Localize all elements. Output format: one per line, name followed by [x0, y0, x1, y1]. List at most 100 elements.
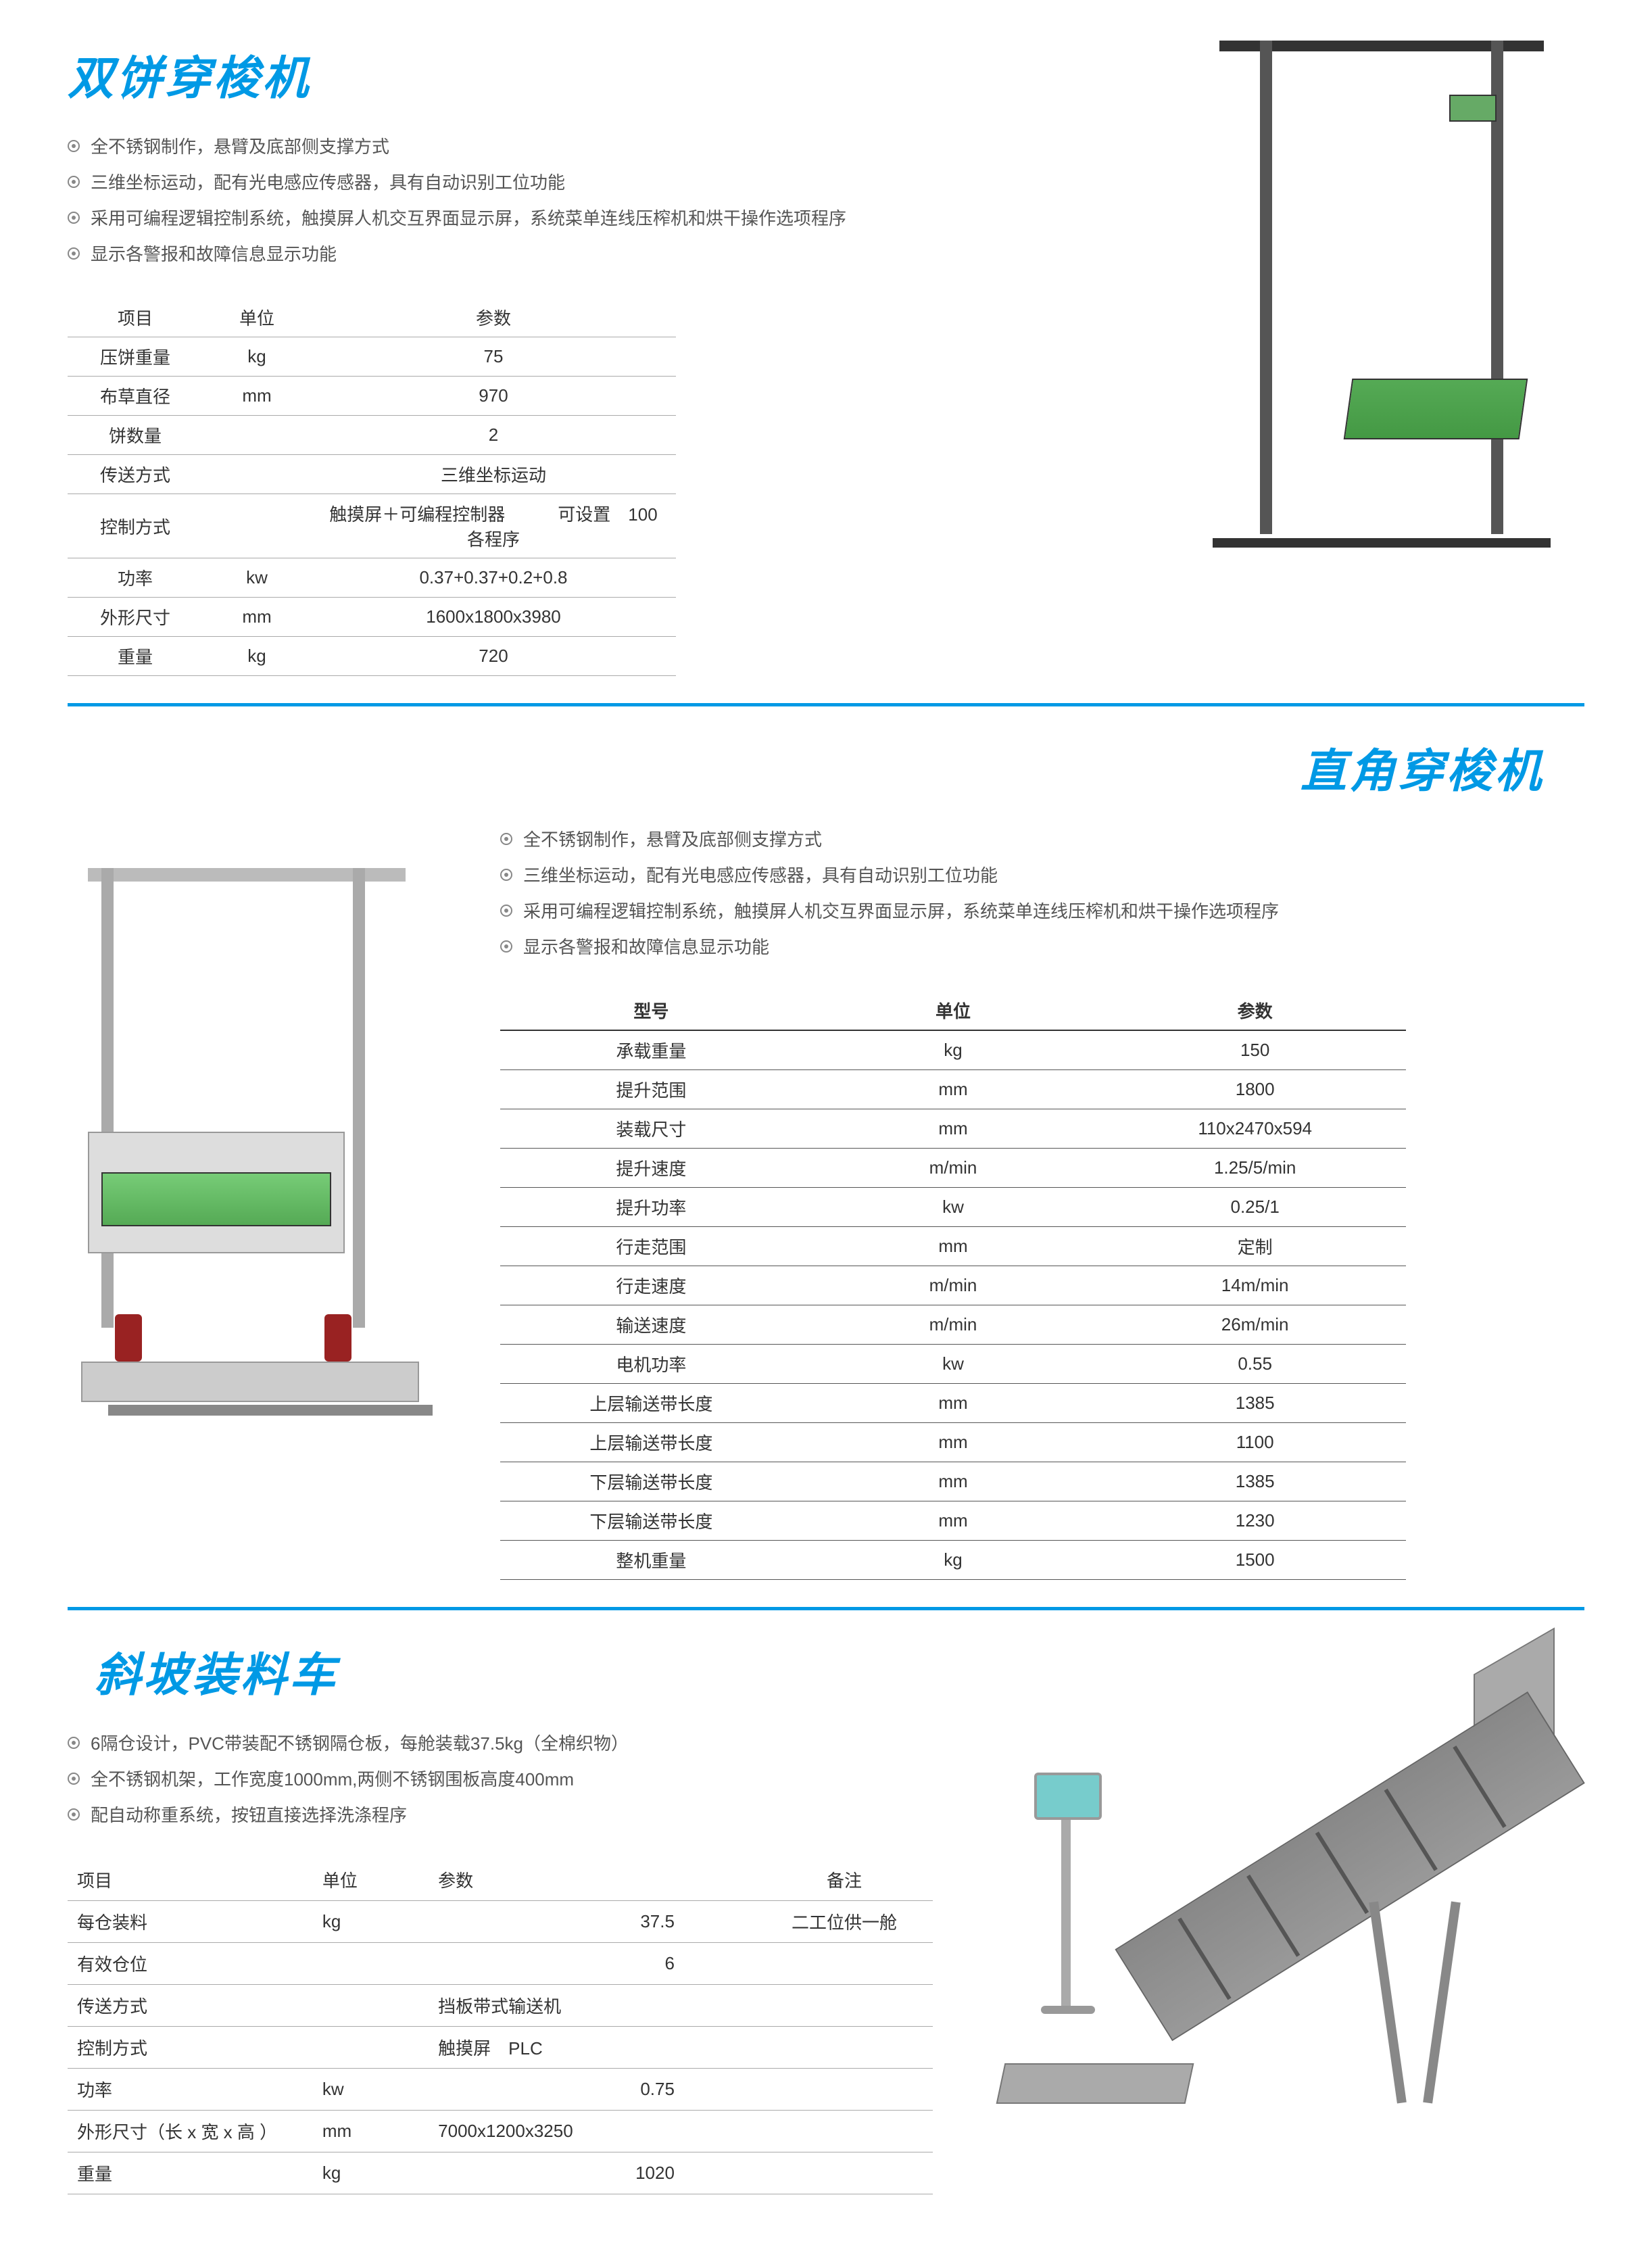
table-cell: 布草直径 [68, 377, 203, 416]
table-row: 装载尺寸mm110x2470x594 [500, 1109, 1406, 1149]
circle-dot-icon [500, 869, 512, 881]
bullets-2: 全不锈钢制作，悬臂及底部侧支撑方式 三维坐标运动，配有光电感应传感器，具有自动识… [500, 821, 1584, 964]
table-cell: 1100 [1104, 1423, 1406, 1462]
table-cell: kw [802, 1188, 1104, 1227]
section-right-angle-shuttle: 直角穿梭机 全不锈钢制作，悬臂及底部侧支撑方式 三维坐标运动，配有光电感应传感器… [68, 733, 1584, 1580]
table-cell: 行走速度 [500, 1266, 802, 1305]
table-row: 提升功率kw0.25/1 [500, 1188, 1406, 1227]
machine-illustration-3 [973, 1637, 1582, 2124]
table-row: 控制方式触摸屏 PLC [68, 2027, 933, 2069]
bullet: 显示各警报和故障信息显示功能 [68, 235, 1206, 271]
table-cell: 重量 [68, 2152, 313, 2194]
table-cell: 承载重量 [500, 1030, 802, 1070]
table-cell: 压饼重量 [68, 337, 203, 377]
table-cell: 6 [429, 1943, 756, 1985]
table-cell: 14m/min [1104, 1266, 1406, 1305]
circle-dot-icon [500, 833, 512, 845]
table-cell: 提升功率 [500, 1188, 802, 1227]
table-cell: m/min [802, 1266, 1104, 1305]
table-cell: 0.75 [429, 2069, 756, 2111]
bullet: 显示各警报和故障信息显示功能 [500, 928, 1584, 964]
bullet-text: 全不锈钢制作，悬臂及底部侧支撑方式 [91, 133, 389, 158]
table-row: 提升范围mm1800 [500, 1070, 1406, 1109]
table-cell: 37.5 [429, 1901, 756, 1943]
table-cell: 1230 [1104, 1501, 1406, 1541]
th: 单位 [802, 991, 1104, 1030]
bullet: 采用可编程逻辑控制系统，触摸屏人机交互界面显示屏，系统菜单连线压榨机和烘干操作选… [68, 199, 1206, 235]
th: 项目 [68, 1859, 313, 1901]
table-cell: 970 [311, 377, 676, 416]
section-double-cake-shuttle: 双饼穿梭机 全不锈钢制作，悬臂及底部侧支撑方式 三维坐标运动，配有光电感应传感器… [68, 41, 1584, 676]
table-cell: 1385 [1104, 1462, 1406, 1501]
table-2: 型号 单位 参数 承载重量kg150提升范围mm1800装载尺寸mm110x24… [500, 991, 1406, 1580]
table-cell: 挡板带式输送机 [429, 1985, 756, 2027]
table-cell: mm [802, 1070, 1104, 1109]
table-cell: 0.37+0.37+0.2+0.8 [311, 558, 676, 598]
table-cell: kg [313, 2152, 429, 2194]
table-row: 重量kg720 [68, 637, 676, 676]
table-cell: 外形尺寸 [68, 598, 203, 637]
table-cell [313, 1943, 429, 1985]
table-cell: 1500 [1104, 1541, 1406, 1580]
table-cell: 三维坐标运动 [311, 455, 676, 494]
machine-illustration-2 [68, 848, 446, 1416]
table-cell [756, 1985, 933, 2027]
title-3: 斜坡装料车 [68, 1637, 933, 1704]
table-cell: mm [802, 1384, 1104, 1423]
th: 参数 [429, 1859, 756, 1901]
bullet: 三维坐标运动，配有光电感应传感器，具有自动识别工位功能 [500, 857, 1584, 892]
table-cell: kw [203, 558, 311, 598]
table-row: 有效仓位 6 [68, 1943, 933, 1985]
table-cell: kg [203, 337, 311, 377]
bullet-text: 全不锈钢机架，工作宽度1000mm,两侧不锈钢围板高度400mm [91, 1766, 574, 1791]
bullet-text: 采用可编程逻辑控制系统，触摸屏人机交互界面显示屏，系统菜单连线压榨机和烘干操作选… [91, 205, 846, 230]
table-cell: 行走范围 [500, 1227, 802, 1266]
table-cell: 功率 [68, 558, 203, 598]
bullets-1: 全不锈钢制作，悬臂及底部侧支撑方式 三维坐标运动，配有光电感应传感器，具有自动识… [68, 128, 1206, 271]
table-3: 项目 单位 参数 备注 每仓装料kg37.5二工位供一舱有效仓位6传送方式挡板带… [68, 1859, 933, 2194]
table-cell: mm [802, 1227, 1104, 1266]
title-1: 双饼穿梭机 [68, 41, 1206, 107]
machine-illustration-1 [1206, 41, 1557, 568]
bullet: 全不锈钢制作，悬臂及底部侧支撑方式 [500, 821, 1584, 857]
table-cell: 提升范围 [500, 1070, 802, 1109]
table-cell [313, 2027, 429, 2069]
table-cell: 传送方式 [68, 1985, 313, 2027]
table-cell [313, 1985, 429, 2027]
title-2: 直角穿梭机 [68, 733, 1584, 800]
table-cell: 装载尺寸 [500, 1109, 802, 1149]
bullet-text: 采用可编程逻辑控制系统，触摸屏人机交互界面显示屏，系统菜单连线压榨机和烘干操作选… [523, 898, 1279, 923]
bullet-text: 6隔仓设计，PVC带装配不锈钢隔仓板，每舱装载37.5kg（全棉织物） [91, 1730, 629, 1755]
table-cell: kg [802, 1541, 1104, 1580]
table-cell: mm [313, 2111, 429, 2152]
table-cell: 1800 [1104, 1070, 1406, 1109]
table-row: 传送方式三维坐标运动 [68, 455, 676, 494]
table-cell: 每仓装料 [68, 1901, 313, 1943]
table-cell: 7000x1200x3250 [429, 2111, 756, 2152]
table-cell: 上层输送带长度 [500, 1384, 802, 1423]
table-cell: m/min [802, 1149, 1104, 1188]
table-row: 承载重量kg150 [500, 1030, 1406, 1070]
table-cell: 上层输送带长度 [500, 1423, 802, 1462]
table-row: 外形尺寸mm1600x1800x3980 [68, 598, 676, 637]
bullet-text: 显示各警报和故障信息显示功能 [91, 241, 337, 266]
table-row: 外形尺寸（长 x 宽 x 高 ）mm7000x1200x3250 [68, 2111, 933, 2152]
circle-dot-icon [68, 176, 80, 188]
table-cell: mm [802, 1423, 1104, 1462]
circle-dot-icon [68, 212, 80, 224]
table-cell: 定制 [1104, 1227, 1406, 1266]
table-row: 每仓装料kg37.5二工位供一舱 [68, 1901, 933, 1943]
table-cell: 饼数量 [68, 416, 203, 455]
table-cell: 外形尺寸（长 x 宽 x 高 ） [68, 2111, 313, 2152]
circle-dot-icon [500, 940, 512, 953]
table-cell [203, 494, 311, 558]
table-cell: 1385 [1104, 1384, 1406, 1423]
table-cell: kw [802, 1345, 1104, 1384]
table-row: 功率kw0.75 [68, 2069, 933, 2111]
table-cell: 110x2470x594 [1104, 1109, 1406, 1149]
section-slope-loader: 斜坡装料车 6隔仓设计，PVC带装配不锈钢隔仓板，每舱装载37.5kg（全棉织物… [68, 1637, 1584, 2194]
th: 型号 [500, 991, 802, 1030]
circle-dot-icon [68, 1808, 80, 1821]
bullet: 全不锈钢机架，工作宽度1000mm,两侧不锈钢围板高度400mm [68, 1760, 933, 1796]
table-cell: 有效仓位 [68, 1943, 313, 1985]
